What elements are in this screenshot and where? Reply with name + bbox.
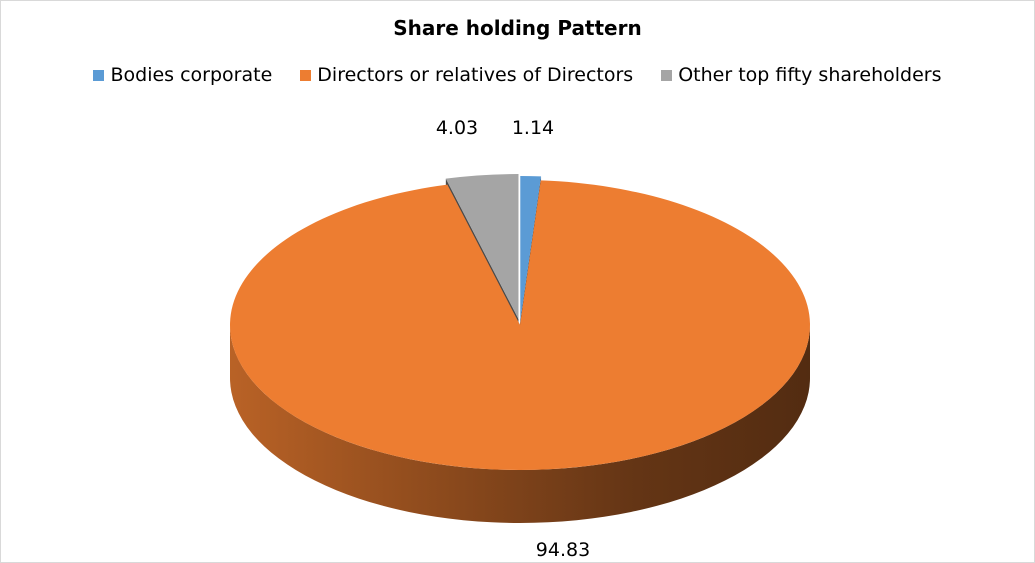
data-label-other-top-fifty: 4.03 [436,117,478,139]
legend-swatch-directors [300,69,312,81]
legend-label-directors: Directors or relatives of Directors [317,64,634,86]
slice-directors [229,180,810,470]
legend-swatch-bodies-corporate [93,69,105,81]
pie-tops [229,174,810,470]
legend-label-other-top-fifty: Other top fifty shareholders [678,64,942,86]
chart-title: Share holding Pattern [393,16,642,40]
legend-label-bodies-corporate: Bodies corporate [110,64,273,86]
data-label-directors: 94.83 [536,539,590,561]
data-label-bodies-corporate: 1.14 [512,117,554,139]
legend-item-other-top-fifty: Other top fifty shareholders [661,64,942,86]
legend-swatch-other-top-fifty [661,69,673,81]
slice-other-top-fifty [445,174,519,320]
slice-directors-wall [230,325,810,523]
legend-item-bodies-corporate: Bodies corporate [93,64,272,86]
slice-bodies-corporate [520,176,542,322]
chart-legend: Bodies corporate Directors or relatives … [0,64,1035,86]
legend-item-directors: Directors or relatives of Directors [300,64,633,86]
